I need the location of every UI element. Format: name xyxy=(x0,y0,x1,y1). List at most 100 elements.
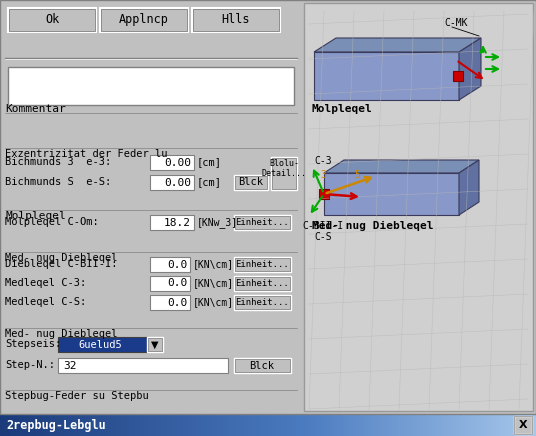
Bar xyxy=(398,414,399,436)
Bar xyxy=(139,414,140,436)
Bar xyxy=(269,414,270,436)
Bar xyxy=(250,414,251,436)
Bar xyxy=(183,414,184,436)
Bar xyxy=(125,414,126,436)
Bar xyxy=(495,414,496,436)
Bar xyxy=(59,414,60,436)
Bar xyxy=(107,414,108,436)
Bar xyxy=(355,414,356,436)
Bar xyxy=(528,414,529,436)
Bar xyxy=(255,414,256,436)
Bar xyxy=(104,414,105,436)
Bar xyxy=(336,414,337,436)
Bar xyxy=(239,414,240,436)
Bar xyxy=(306,414,307,436)
Bar xyxy=(262,414,263,436)
Bar xyxy=(317,414,318,436)
Text: C-3: C-3 xyxy=(314,156,332,166)
Text: 18.2: 18.2 xyxy=(164,218,191,228)
Bar xyxy=(237,414,238,436)
Bar xyxy=(11,414,12,436)
Bar xyxy=(194,414,195,436)
Bar xyxy=(231,414,232,436)
Bar xyxy=(277,414,278,436)
Bar xyxy=(234,358,291,373)
Bar xyxy=(224,414,225,436)
Bar xyxy=(13,414,14,436)
Bar xyxy=(120,414,121,436)
Bar xyxy=(106,414,107,436)
Bar xyxy=(198,414,199,436)
Bar xyxy=(219,414,220,436)
Bar xyxy=(180,414,181,436)
Bar xyxy=(136,414,137,436)
Bar xyxy=(40,414,41,436)
Bar xyxy=(364,414,365,436)
Bar xyxy=(44,414,45,436)
Bar xyxy=(298,414,299,436)
Bar xyxy=(425,414,426,436)
Bar xyxy=(326,414,327,436)
Bar xyxy=(375,414,376,436)
Bar xyxy=(479,414,480,436)
Bar xyxy=(188,414,189,436)
Bar xyxy=(145,414,146,436)
Text: Hlls: Hlls xyxy=(222,14,250,27)
Bar xyxy=(110,414,111,436)
Text: Medleqel C-3:: Medleqel C-3: xyxy=(5,278,86,288)
Bar xyxy=(193,9,279,31)
Text: Applncp: Applncp xyxy=(119,14,169,27)
Bar xyxy=(221,414,222,436)
Bar xyxy=(512,414,513,436)
Bar xyxy=(322,414,323,436)
Text: Medleqel C-S:: Medleqel C-S: xyxy=(5,297,86,307)
Bar xyxy=(66,414,67,436)
Bar xyxy=(17,414,18,436)
Bar xyxy=(447,414,448,436)
Bar xyxy=(128,414,129,436)
Bar xyxy=(203,414,204,436)
Bar xyxy=(526,414,527,436)
Bar xyxy=(508,414,509,436)
Text: X: X xyxy=(519,420,527,430)
Bar xyxy=(35,414,36,436)
Polygon shape xyxy=(459,160,479,215)
Bar xyxy=(7,414,8,436)
Bar xyxy=(151,414,152,436)
Bar xyxy=(130,414,131,436)
Bar xyxy=(98,414,99,436)
Bar xyxy=(150,295,190,310)
Bar xyxy=(164,414,165,436)
Bar xyxy=(84,414,85,436)
Bar xyxy=(466,414,467,436)
Bar xyxy=(436,414,437,436)
Bar xyxy=(51,414,52,436)
Bar xyxy=(392,414,393,436)
Bar xyxy=(458,414,459,436)
Bar xyxy=(8,414,9,436)
Bar xyxy=(352,414,353,436)
Bar xyxy=(496,414,497,436)
Bar xyxy=(410,414,411,436)
Bar xyxy=(155,414,156,436)
Bar xyxy=(56,414,57,436)
Bar xyxy=(297,414,298,436)
Bar xyxy=(29,414,30,436)
Bar xyxy=(146,414,147,436)
Bar xyxy=(9,414,10,436)
Bar xyxy=(313,414,314,436)
Bar xyxy=(75,414,76,436)
Bar xyxy=(244,414,245,436)
Bar xyxy=(296,414,297,436)
Bar xyxy=(530,414,531,436)
Text: Bichmunds 3  e-3:: Bichmunds 3 e-3: xyxy=(5,157,111,167)
Bar xyxy=(234,414,235,436)
Bar xyxy=(431,414,432,436)
Polygon shape xyxy=(324,160,479,173)
Bar xyxy=(45,414,46,436)
Text: Blolu-: Blolu- xyxy=(269,159,299,167)
Bar xyxy=(196,414,197,436)
Bar xyxy=(91,414,92,436)
Bar xyxy=(411,414,412,436)
Bar xyxy=(1,414,2,436)
